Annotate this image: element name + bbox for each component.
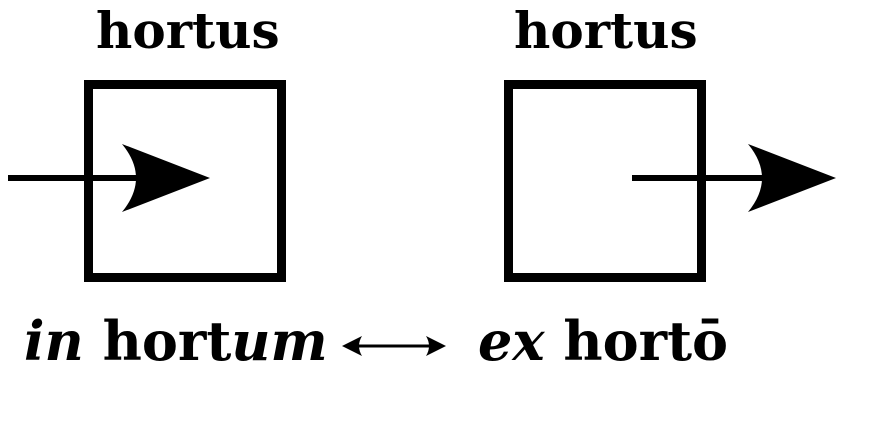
arrow-out-of-icon	[632, 144, 836, 212]
preposition-in: in	[24, 309, 84, 373]
accusative-ending: um	[231, 309, 328, 373]
phrase-ex-horto: ex hortō	[478, 314, 728, 368]
left-title: hortus	[96, 1, 280, 60]
phrase-in-hortum: in hortum	[24, 314, 328, 368]
word-horto: hortō	[563, 309, 729, 373]
preposition-ex: ex	[478, 309, 545, 373]
right-title: hortus	[514, 1, 698, 60]
arrow-into-icon	[8, 144, 210, 212]
double-arrow-icon	[342, 336, 446, 356]
word-stem-hort: hort	[102, 309, 232, 373]
